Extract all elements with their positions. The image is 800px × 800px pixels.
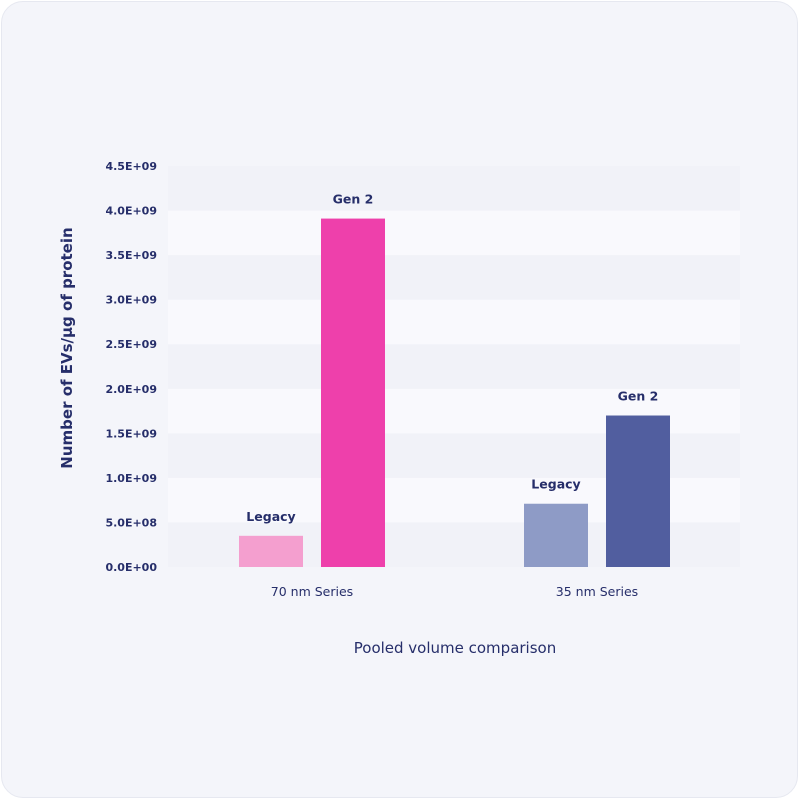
y-tick-label: 1.5E+09 [105,427,157,440]
y-tick-label: 0.0E+00 [105,561,157,574]
plot-band [168,210,740,256]
bar-legacy [239,535,303,567]
bar-gen-2 [321,218,385,567]
bars [239,218,670,567]
plot-band [168,166,740,211]
y-tick-label: 3.5E+09 [105,249,157,262]
bar-data-label: Gen 2 [618,389,659,404]
y-tick-label: 4.5E+09 [105,160,157,173]
x-category-label: 35 nm Series [556,584,638,599]
y-tick-label: 5.0E+08 [105,516,157,529]
y-tick-label: 2.0E+09 [105,383,157,396]
bar-data-label: Gen 2 [333,192,374,207]
y-axis-ticks: 0.0E+00 5.0E+08 1.0E+09 1.5E+09 2.0E+09 2.5E+… [105,160,157,574]
plot-band [168,344,740,389]
y-tick-label: 2.5E+09 [105,338,157,351]
x-axis-label: Pooled volume comparison [354,639,556,657]
plot-band [168,299,740,345]
bar-data-label: Legacy [246,509,295,524]
bar-gen-2 [606,415,670,567]
plot-band [168,255,740,300]
y-tick-label: 1.0E+09 [105,472,157,485]
x-category-label: 70 nm Series [271,584,353,599]
category-labels: 70 nm Series 35 nm Series [271,584,638,599]
bar-labels: Legacy Gen 2 Legacy Gen 2 [246,192,658,524]
bar-data-label: Legacy [531,477,580,492]
y-axis-label: Number of EVs/µg of protein [58,227,76,468]
y-tick-label: 4.0E+09 [105,205,157,218]
bar-legacy [524,503,588,567]
y-tick-label: 3.0E+09 [105,294,157,307]
